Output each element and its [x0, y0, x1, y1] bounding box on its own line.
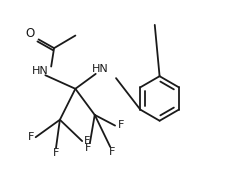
- Text: HN: HN: [32, 66, 49, 76]
- Text: F: F: [53, 148, 59, 158]
- Text: O: O: [26, 27, 35, 41]
- Text: F: F: [85, 143, 91, 153]
- Text: F: F: [109, 147, 115, 157]
- Text: F: F: [28, 132, 34, 142]
- Text: F: F: [118, 120, 124, 130]
- Text: HN: HN: [92, 64, 109, 74]
- Text: F: F: [84, 136, 90, 146]
